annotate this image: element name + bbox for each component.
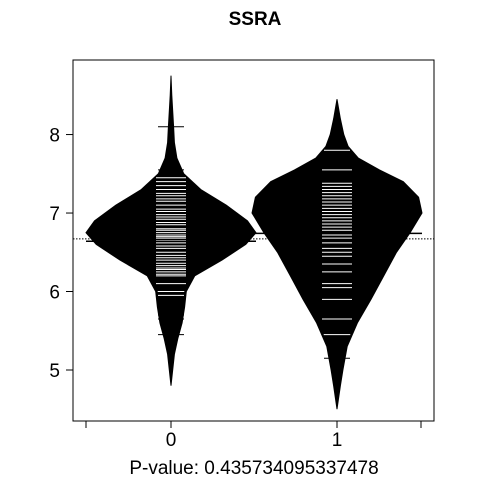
x-tick-label-1: 1 xyxy=(332,430,343,451)
x-axis-label: P-value: 0.435734095337478 xyxy=(129,458,378,479)
axes-layer: 5 6 7 8 0 1 xyxy=(49,59,435,451)
x-tick-label-0: 0 xyxy=(166,430,177,451)
y-tick-label-7: 7 xyxy=(49,204,60,225)
bean-observations-0 xyxy=(156,126,186,336)
bean-0 xyxy=(85,75,257,386)
bean-density-1 xyxy=(251,99,423,410)
bean-1 xyxy=(251,99,423,410)
y-tick-label-5: 5 xyxy=(49,361,60,382)
y-tick-label-8: 8 xyxy=(49,126,60,147)
beans-layer xyxy=(73,75,434,410)
y-tick-label-6: 6 xyxy=(49,283,60,304)
bean-observations-1 xyxy=(322,149,352,359)
chart-title: SSRA xyxy=(229,9,282,30)
